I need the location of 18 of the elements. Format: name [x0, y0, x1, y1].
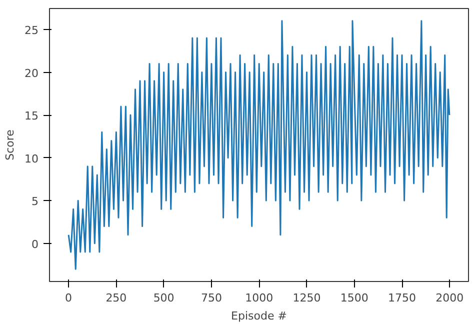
y-tick-label: 0: [32, 238, 38, 251]
x-tick-label: 0: [65, 292, 72, 304]
line-series: [68, 20, 450, 270]
y-tick-label: 20: [24, 66, 39, 80]
y-tick-label: 10: [24, 152, 39, 166]
x-tick-label: 1500: [340, 292, 368, 304]
y-axis-title: Score: [4, 129, 17, 160]
x-axis-title: Episode #: [231, 310, 287, 322]
y-tick-label: 25: [24, 24, 39, 37]
x-tick-label: 1250: [292, 292, 321, 304]
y-tick-label: 15: [24, 110, 39, 123]
x-tick-label: 750: [200, 292, 222, 304]
x-tick-label: 1750: [388, 292, 416, 304]
x-tick-label: 2000: [436, 292, 464, 304]
x-tick-label: 500: [153, 292, 174, 304]
x-tick-label: 1000: [245, 292, 274, 304]
y-tick-label: 5: [32, 195, 38, 208]
x-tick-label: 250: [106, 292, 127, 304]
